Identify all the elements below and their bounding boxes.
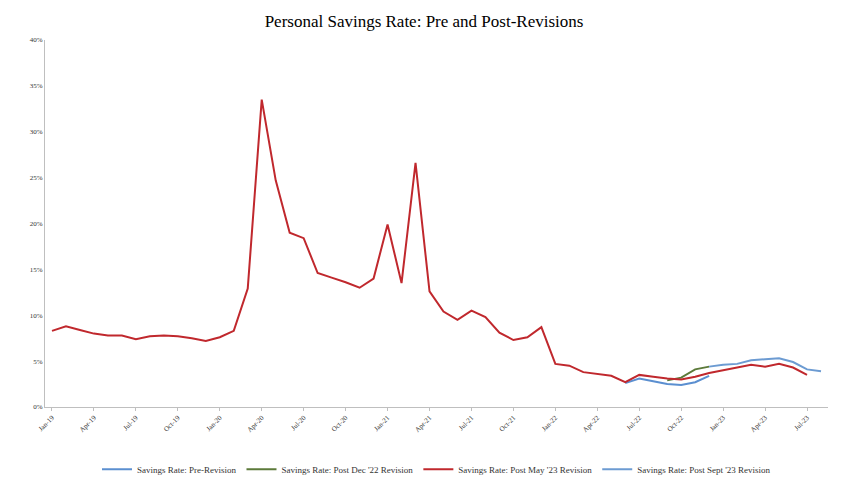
svg-text:Oct-22: Oct-22 [666, 414, 686, 434]
svg-text:20%: 20% [30, 220, 43, 228]
svg-text:Jan-19: Jan-19 [37, 414, 56, 433]
svg-text:0%: 0% [33, 403, 43, 411]
svg-text:Apr-21: Apr-21 [414, 414, 434, 434]
svg-text:25%: 25% [30, 174, 43, 182]
svg-text:30%: 30% [30, 128, 43, 136]
svg-text:Jul-20: Jul-20 [290, 414, 308, 432]
svg-text:Jan-20: Jan-20 [205, 414, 224, 433]
svg-text:Savings Rate: Post May '23 Rev: Savings Rate: Post May '23 Revision [458, 465, 592, 475]
svg-text:Jul-21: Jul-21 [457, 414, 475, 432]
svg-text:5%: 5% [33, 358, 43, 366]
svg-text:Jul-23: Jul-23 [793, 414, 811, 432]
svg-text:40%: 40% [30, 36, 43, 44]
svg-text:Savings Rate: Post Dec '22 Rev: Savings Rate: Post Dec '22 Revision [281, 465, 413, 475]
svg-text:Jan-23: Jan-23 [708, 414, 727, 433]
svg-text:Jul-19: Jul-19 [122, 414, 140, 432]
svg-text:Oct-21: Oct-21 [498, 414, 518, 434]
svg-text:Apr-19: Apr-19 [78, 414, 98, 434]
svg-text:Apr-23: Apr-23 [749, 414, 769, 434]
svg-text:Personal Savings Rate: Pre and: Personal Savings Rate: Pre and Post-Revi… [265, 12, 584, 31]
svg-text:Savings Rate: Pre-Revision: Savings Rate: Pre-Revision [137, 465, 236, 475]
svg-text:Apr-20: Apr-20 [246, 414, 266, 434]
svg-text:Jul-22: Jul-22 [625, 414, 643, 432]
svg-text:35%: 35% [30, 82, 43, 90]
svg-text:Apr-22: Apr-22 [581, 414, 601, 434]
svg-text:Oct-19: Oct-19 [162, 414, 182, 434]
svg-text:Jan-22: Jan-22 [540, 414, 559, 433]
svg-text:Jan-21: Jan-21 [373, 414, 392, 433]
svg-text:Oct-20: Oct-20 [330, 414, 350, 434]
svg-text:10%: 10% [30, 312, 43, 320]
svg-text:Savings Rate: Post Sept '23 Re: Savings Rate: Post Sept '23 Revision [637, 465, 770, 475]
svg-text:15%: 15% [30, 266, 43, 274]
